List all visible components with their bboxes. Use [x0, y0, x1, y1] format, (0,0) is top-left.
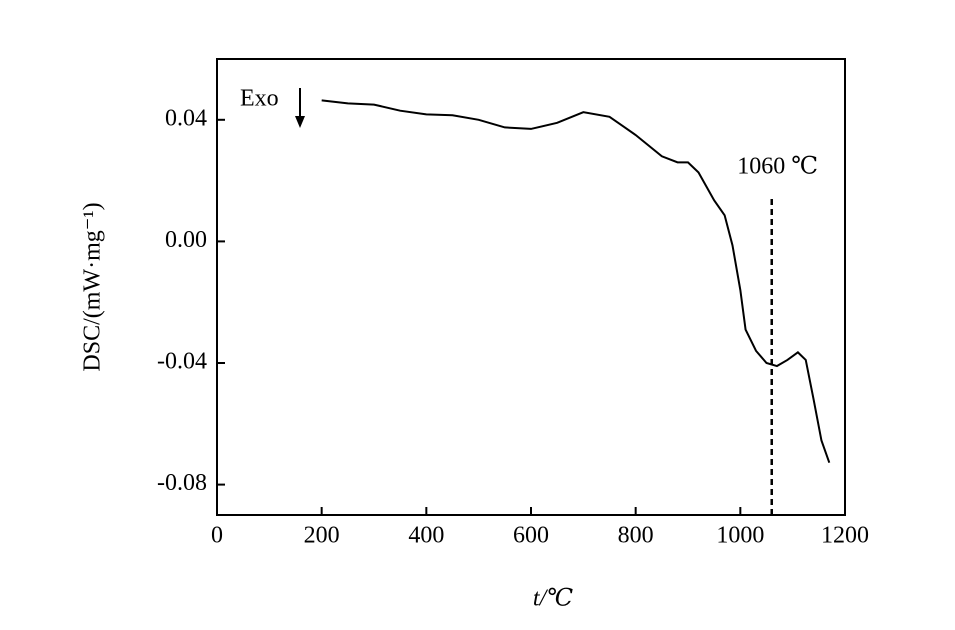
x-tick-label: 200	[304, 523, 340, 549]
y-tick-label: -0.08	[157, 470, 207, 496]
x-tick-label: 800	[618, 523, 654, 549]
x-tick-label: 400	[408, 523, 444, 549]
marker-label: 1060 ℃	[737, 154, 818, 180]
plot-frame	[216, 58, 846, 516]
y-tick-label: -0.04	[157, 349, 207, 375]
y-tick-label: 0.04	[165, 105, 207, 131]
x-tick-label: 1200	[821, 523, 869, 549]
x-tick-label: 1000	[716, 523, 764, 549]
x-axis-label: t/℃	[533, 586, 573, 612]
exo-label: Exo	[240, 86, 279, 112]
x-tick-label: 600	[513, 523, 549, 549]
y-tick-label: 0.00	[165, 227, 207, 253]
exo-arrowhead	[295, 116, 305, 128]
y-axis-label: DSC/(mW·mg⁻¹)	[80, 202, 106, 371]
data-line	[321, 99, 831, 464]
x-tick-label: 0	[211, 523, 223, 549]
